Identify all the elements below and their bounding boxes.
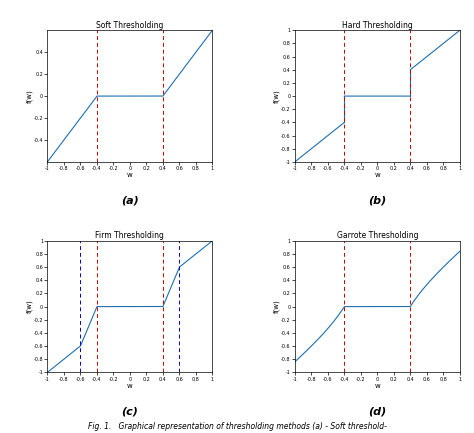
Y-axis label: f(w): f(w) xyxy=(26,300,32,313)
Text: (a): (a) xyxy=(121,196,139,206)
Text: Fig. 1.   Graphical representation of thresholding methods (a) - Soft threshold-: Fig. 1. Graphical representation of thre… xyxy=(88,422,386,431)
Title: Hard Thresholding: Hard Thresholding xyxy=(342,20,413,29)
Y-axis label: f(w): f(w) xyxy=(273,89,280,103)
X-axis label: w: w xyxy=(374,172,380,178)
Title: Garrote Thresholding: Garrote Thresholding xyxy=(337,231,418,240)
Y-axis label: f(w): f(w) xyxy=(26,89,32,103)
Y-axis label: f(w): f(w) xyxy=(273,300,280,313)
Title: Firm Thresholding: Firm Thresholding xyxy=(95,231,164,240)
X-axis label: w: w xyxy=(374,383,380,389)
Text: (b): (b) xyxy=(368,196,386,206)
X-axis label: w: w xyxy=(127,383,133,389)
Text: (c): (c) xyxy=(121,407,138,417)
Title: Soft Thresholding: Soft Thresholding xyxy=(96,20,164,29)
X-axis label: w: w xyxy=(127,172,133,178)
Text: (d): (d) xyxy=(368,407,386,417)
